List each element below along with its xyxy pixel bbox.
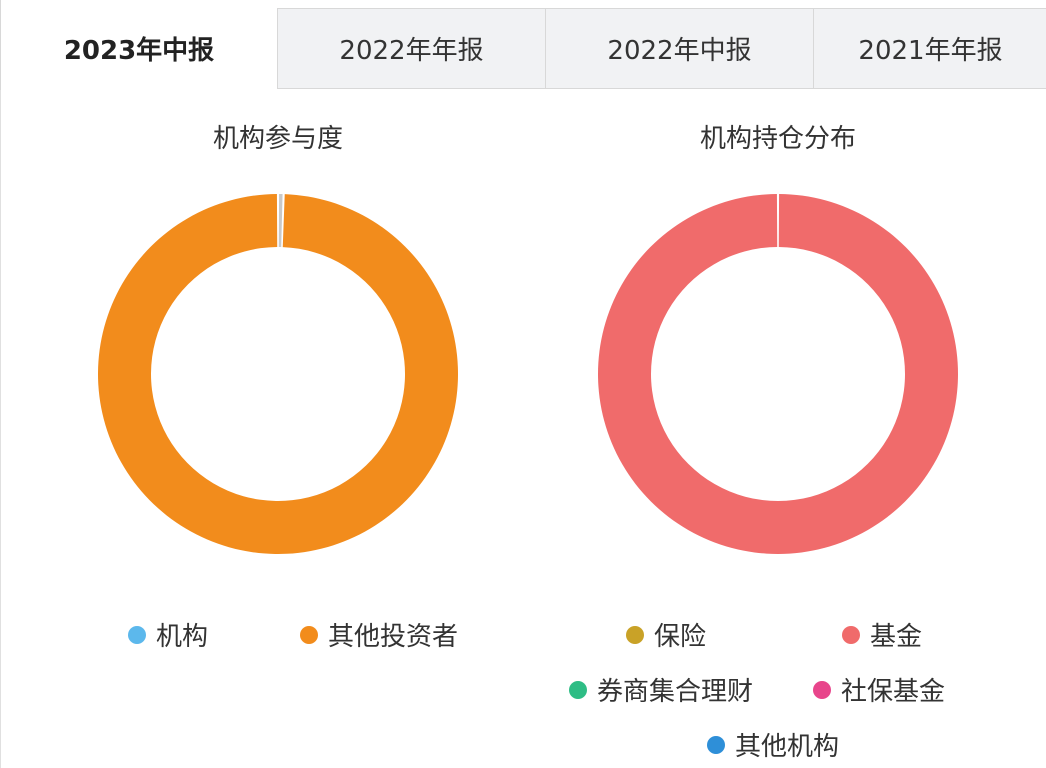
legend-label: 基金 xyxy=(870,622,923,652)
legend-item-institution[interactable]: 机构 xyxy=(128,616,208,653)
tab-2023-interim[interactable]: 2023年中报 xyxy=(1,8,277,89)
legend-item-insurance[interactable]: 保险 xyxy=(626,616,706,653)
legend-label: 其他机构 xyxy=(735,732,840,762)
legend-label: 机构 xyxy=(156,622,209,652)
tab-2021-annual[interactable]: 2021年年报 xyxy=(813,8,1046,89)
tab-2022-annual[interactable]: 2022年年报 xyxy=(277,8,545,89)
report-period-tabs: 2023年中报 2022年年报 2022年中报 2021年年报 xyxy=(0,0,1046,90)
legend-dot xyxy=(569,680,587,699)
donut-chart-holdings xyxy=(598,194,958,554)
participation-slice-1[interactable] xyxy=(98,194,458,554)
panel-border xyxy=(0,0,1,768)
legend-dot xyxy=(842,625,860,644)
legend-label: 保险 xyxy=(654,622,707,652)
legend-dot xyxy=(128,625,146,644)
holdings-slice-1[interactable] xyxy=(598,194,958,554)
legend-dot xyxy=(813,680,831,699)
participation-slice-0[interactable] xyxy=(278,194,283,248)
legend-item-other-investors[interactable]: 其他投资者 xyxy=(300,616,458,653)
chart-title-participation: 机构参与度 xyxy=(212,124,343,154)
legend-label: 券商集合理财 xyxy=(597,677,754,707)
chart-title-holdings: 机构持仓分布 xyxy=(699,124,856,154)
tab-2022-interim[interactable]: 2022年中报 xyxy=(545,8,813,89)
legend-dot xyxy=(300,625,318,644)
legend-dot xyxy=(626,625,644,644)
legend-item-broker-wealth[interactable]: 券商集合理财 xyxy=(569,671,753,708)
legend-label: 其他投资者 xyxy=(328,622,459,652)
legend-item-social-security[interactable]: 社保基金 xyxy=(813,671,945,708)
legend-item-other-institutions[interactable]: 其他机构 xyxy=(707,726,839,763)
legend-dot xyxy=(707,735,725,754)
donut-chart-participation xyxy=(98,194,458,554)
legend-label: 社保基金 xyxy=(841,677,946,707)
legend-item-fund[interactable]: 基金 xyxy=(842,616,922,653)
